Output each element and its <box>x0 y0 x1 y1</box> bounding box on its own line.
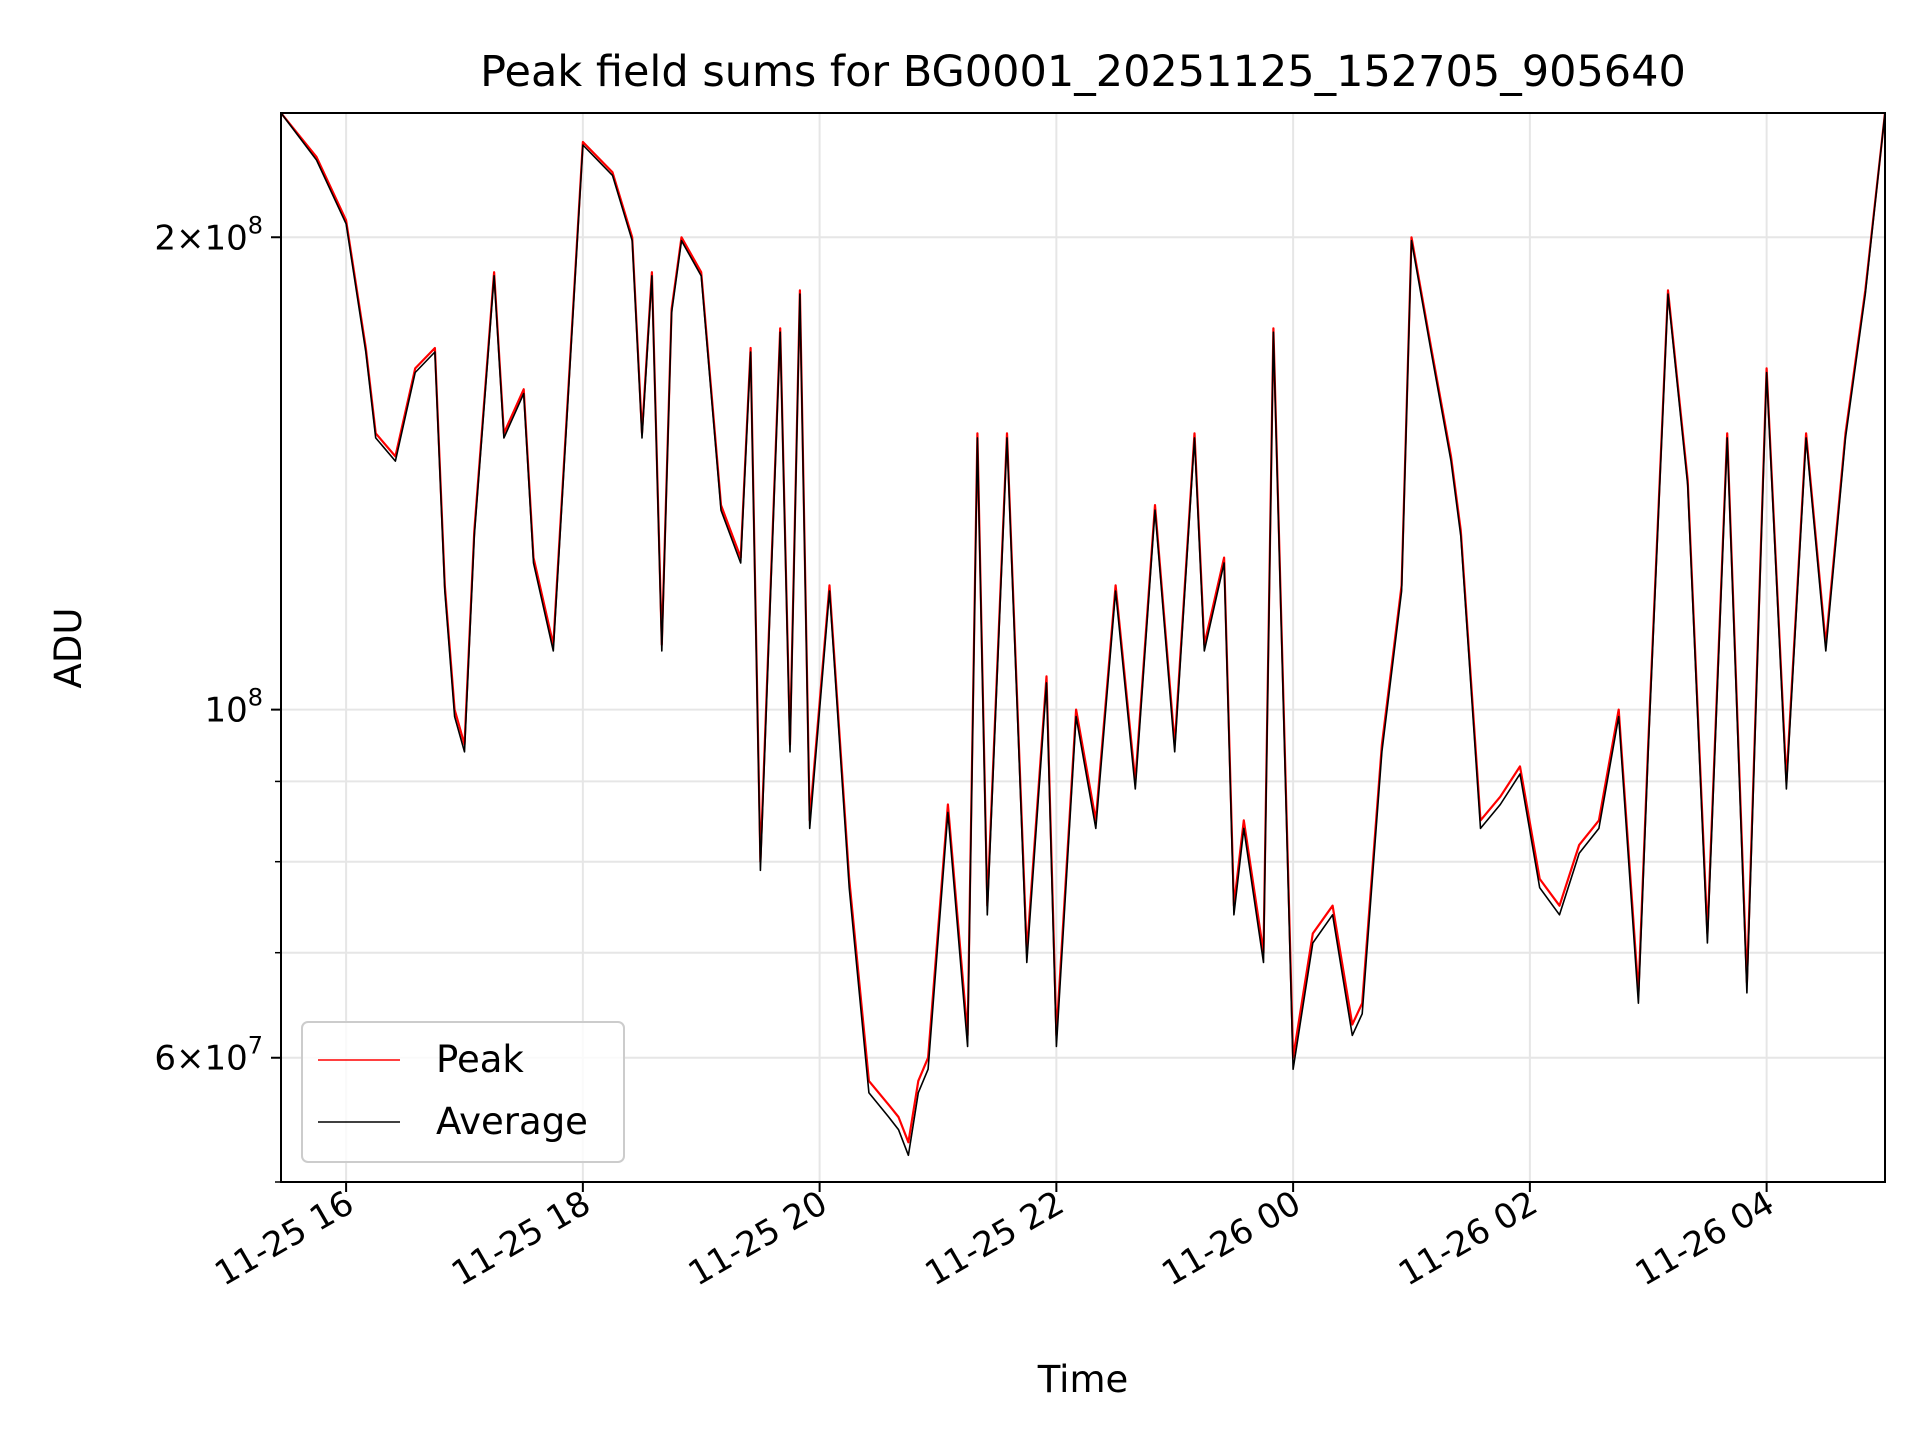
y-tick-label: 2×108 <box>154 211 263 258</box>
legend-label-average: Average <box>436 1100 588 1143</box>
y-axis-label: ADU <box>47 608 90 689</box>
y-tick-exponent: 7 <box>248 1032 263 1060</box>
y-tick-exponent: 8 <box>248 211 263 239</box>
y-axis: 6×107 108 2×108 <box>154 211 281 1183</box>
chart-title: Peak field sums for BG0001_20251125_1527… <box>480 47 1686 97</box>
y-tick-mantissa: 2 <box>154 218 176 258</box>
legend-label-peak: Peak <box>436 1038 524 1081</box>
legend-box <box>301 1021 625 1163</box>
y-tick-label: 6×107 <box>154 1032 263 1079</box>
y-tick-label: 108 <box>204 684 263 731</box>
plot-area <box>281 113 1885 1157</box>
y-tick-exponent: 8 <box>248 684 263 712</box>
x-axis-label: Time <box>1037 1358 1129 1401</box>
y-tick-mantissa: 6 <box>154 1039 176 1079</box>
legend: Peak Average <box>301 1021 625 1163</box>
axes-frame <box>280 112 1886 1183</box>
series-line-average <box>281 113 1885 1157</box>
